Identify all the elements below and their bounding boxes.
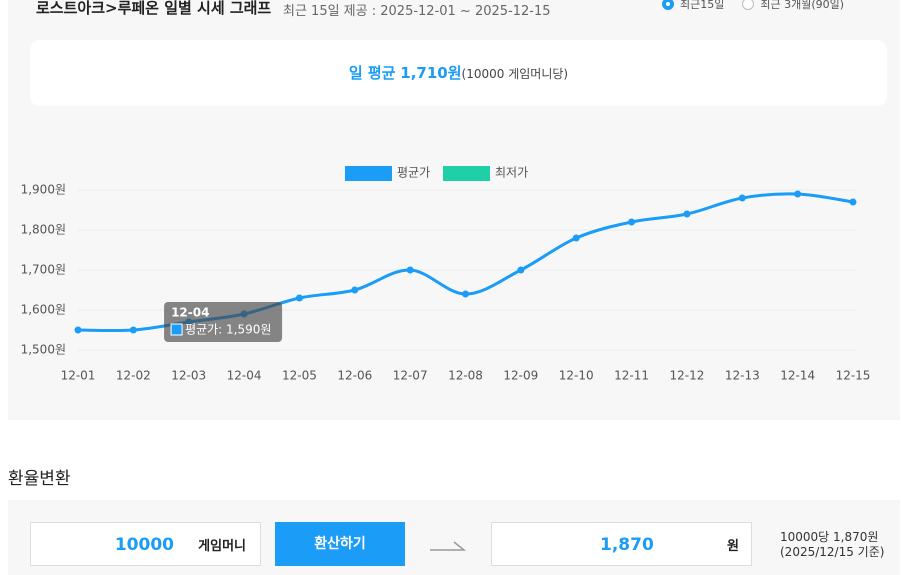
point bbox=[295, 294, 303, 302]
tooltip-box bbox=[164, 302, 283, 342]
x-tick-label: 12-05 bbox=[282, 369, 317, 383]
x-tick-label: 12-11 bbox=[614, 369, 649, 383]
chart: 1,500원 1,600원 1,700원 1,800원 1,900원 12-01 12-02… bbox=[21, 166, 871, 383]
point bbox=[74, 326, 82, 334]
point bbox=[129, 326, 137, 334]
page-title: 로스트아크>루페온 일별 시세 그래프 bbox=[36, 0, 272, 17]
point bbox=[351, 286, 359, 294]
result-box: 1,870 원 bbox=[491, 522, 752, 566]
rate: 10000당 1,870원 bbox=[780, 530, 879, 544]
legend-swatch bbox=[443, 166, 490, 181]
point bbox=[738, 194, 746, 202]
x-tick-label: 12-13 bbox=[725, 369, 760, 383]
rate-info: 10000당 1,870원 (2025/12/15 기준) bbox=[780, 530, 884, 560]
summary-note: (10000 게임머니당) bbox=[461, 67, 569, 81]
convert-button[interactable]: 환산하기 bbox=[275, 522, 405, 566]
tooltip-text: 평균가: 1,590원 bbox=[185, 323, 271, 337]
point bbox=[517, 266, 525, 274]
x-tick-label: 12-02 bbox=[116, 369, 151, 383]
summary-prefix: 일 평균 bbox=[348, 64, 396, 82]
x-tick-label: 12-06 bbox=[337, 369, 372, 383]
radio-option[interactable]: 최근15일 bbox=[662, 0, 724, 12]
radio-option[interactable]: 최근 3개월(90일) bbox=[742, 0, 844, 12]
rate-date: (2025/12/15 기준) bbox=[780, 545, 885, 559]
result: 1,870 bbox=[600, 535, 654, 555]
amount-unit: 게임머니 bbox=[198, 539, 246, 554]
x-tick-label: 12-14 bbox=[780, 369, 815, 383]
y-tick-label: 1,800원 bbox=[21, 223, 66, 237]
point bbox=[683, 210, 691, 218]
x-tick-label: 12-08 bbox=[448, 369, 483, 383]
x-tick-label: 12-12 bbox=[669, 369, 704, 383]
x-tick-label: 12-01 bbox=[61, 369, 96, 383]
radio bbox=[662, 0, 674, 10]
point bbox=[406, 266, 414, 274]
section-title: 환율변환 bbox=[8, 469, 71, 489]
amount: 10000 bbox=[114, 535, 174, 555]
point bbox=[849, 198, 857, 206]
x-tick-label: 12-10 bbox=[559, 369, 594, 383]
x-tick-label: 12-15 bbox=[836, 369, 871, 383]
x-tick-label: 12-03 bbox=[171, 369, 206, 383]
radio-label: 최근15일 bbox=[680, 0, 725, 11]
y-tick-label: 1,700원 bbox=[21, 263, 66, 277]
legend-swatch bbox=[345, 166, 392, 181]
point bbox=[628, 218, 636, 226]
x-tick-label: 12-07 bbox=[393, 369, 428, 383]
legend-label: 평균가 bbox=[397, 166, 430, 180]
summary-value: 1,710원 bbox=[400, 64, 462, 82]
result-unit: 원 bbox=[727, 539, 739, 554]
y-tick-label: 1,900원 bbox=[21, 183, 66, 197]
radio bbox=[742, 0, 755, 10]
point bbox=[572, 234, 580, 242]
y-tick-label: 1,500원 bbox=[21, 343, 66, 357]
radio-label: 최근 3개월(90일) bbox=[760, 0, 845, 11]
point bbox=[462, 290, 469, 298]
amount-input[interactable]: 10000 게임머니 bbox=[30, 522, 261, 566]
subtitle: 최근 15일 제공 : 2025-12-01 ~ 2025-12-15 bbox=[283, 4, 551, 19]
arrow bbox=[430, 541, 467, 551]
legend-label: 최저가 bbox=[495, 166, 528, 180]
y-tick-label: 1,600원 bbox=[21, 303, 66, 317]
tooltip-swatch bbox=[170, 323, 183, 336]
tooltip-title: 12-04 bbox=[171, 306, 209, 320]
tooltip: 12-04 평균가: 1,590원 bbox=[164, 302, 283, 342]
range-options: 최근15일 최근 3개월(90일) bbox=[662, 0, 844, 12]
summary-card: 일 평균 1,710원(10000 게임머니당) bbox=[30, 40, 887, 106]
x-tick-label: 12-09 bbox=[503, 369, 538, 383]
point bbox=[794, 190, 802, 198]
x-tick-label: 12-04 bbox=[227, 369, 262, 383]
